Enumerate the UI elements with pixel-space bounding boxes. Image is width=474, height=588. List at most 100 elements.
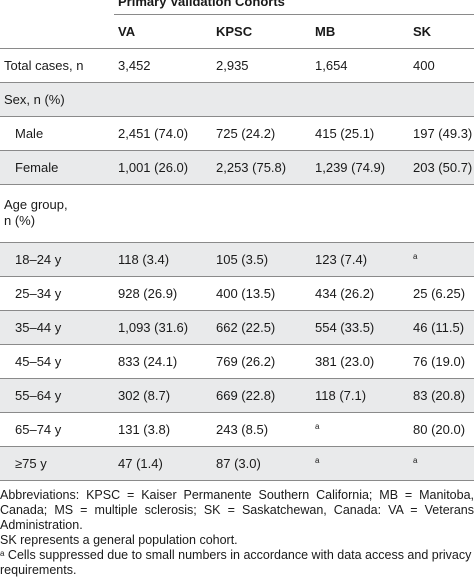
table-row: 45–54 y 833 (24.1) 769 (26.2) 381 (23.0) 76 … — [0, 344, 474, 379]
table-cell: 1,654 — [311, 48, 409, 83]
table-cell: 2,451 (74.0) — [114, 116, 212, 151]
table-cell: 83 (20.8) — [409, 378, 474, 413]
table-cell: 725 (24.2) — [212, 116, 311, 151]
cell-value: 669 (22.8) — [216, 387, 276, 403]
suppression-note-text: Cells suppressed due to small numbers in… — [0, 548, 472, 577]
cell-value: 25 (6.25) — [413, 285, 466, 301]
table-cell: a — [409, 446, 474, 481]
table-cell: 76 (19.0) — [409, 344, 474, 379]
table-cell: 1,239 (74.9) — [311, 150, 409, 185]
table-footnotes: Abbreviations: KPSC = Kaiser Permanente … — [0, 488, 474, 578]
table-cell: 203 (50.7) — [409, 150, 474, 185]
age-group-label: 25–34 y — [0, 276, 114, 311]
cell-value: 381 (23.0) — [315, 353, 375, 369]
cell-value: 118 (7.1) — [315, 387, 367, 403]
table-row: ≥75 y 47 (1.4) 87 (3.0) a a — [0, 446, 474, 481]
male-row: Male 2,451 (74.0) 725 (24.2) 415 (25.1) … — [0, 116, 474, 151]
table-cell: 669 (22.8) — [212, 378, 311, 413]
cell-value: 1,093 (31.6) — [118, 319, 189, 335]
total-cases-row: Total cases, n 3,452 2,935 1,654 400 — [0, 48, 474, 83]
age-section-row: Age group, n (%) — [0, 184, 474, 243]
table-cell: 3,452 — [114, 48, 212, 83]
table-cell: 302 (8.7) — [114, 378, 212, 413]
table-row: 25–34 y 928 (26.9) 400 (13.5) 434 (26.2) 25 … — [0, 276, 474, 311]
cell-value: 47 (1.4) — [118, 455, 163, 471]
table-cell: 118 (7.1) — [311, 378, 409, 413]
female-label: Female — [0, 150, 114, 185]
column-header-blank — [0, 14, 114, 49]
general-population-note: SK represents a general population cohor… — [0, 533, 238, 547]
age-group-label: 65–74 y — [0, 412, 114, 447]
table-cell: 123 (7.4) — [311, 242, 409, 277]
table-cell: 131 (3.8) — [114, 412, 212, 447]
suppressed-marker: a — [315, 421, 320, 431]
table-cell: 833 (24.1) — [114, 344, 212, 379]
table-cell: 928 (26.9) — [114, 276, 212, 311]
age-rows: 18–24 y 118 (3.4) 105 (3.5) 123 (7.4) a 25–34… — [0, 242, 474, 481]
cell-value: 105 (3.5) — [216, 251, 269, 267]
column-header-row: VA KPSC MB SK — [0, 14, 474, 49]
table-cell: 415 (25.1) — [311, 116, 409, 151]
cell-value: 131 (3.8) — [118, 421, 171, 437]
table-cell: 381 (23.0) — [311, 344, 409, 379]
table-cell: 80 (20.0) — [409, 412, 474, 447]
group-header-spacer — [0, 0, 114, 14]
table-cell: a — [311, 412, 409, 447]
table-row: 65–74 y 131 (3.8) 243 (8.5) a 80 (20.0) — [0, 412, 474, 447]
age-group-label: 18–24 y — [0, 242, 114, 277]
table-row: 35–44 y 1,093 (31.6) 662 (22.5) 554 (33.5) 4… — [0, 310, 474, 345]
cell-value: 400 (13.5) — [216, 285, 276, 301]
age-label-line1: Age group, — [4, 197, 68, 212]
table-cell: 105 (3.5) — [212, 242, 311, 277]
table-cell: a — [409, 242, 474, 277]
cell-value: 833 (24.1) — [118, 353, 178, 369]
cell-value: 928 (26.9) — [118, 285, 178, 301]
female-row: Female 1,001 (26.0) 2,253 (75.8) 1,239 (… — [0, 150, 474, 185]
abbreviations-note: Abbreviations: KPSC = Kaiser Permanente … — [0, 488, 474, 532]
cell-value: 83 (20.8) — [413, 387, 466, 403]
table-cell: 2,935 — [212, 48, 311, 83]
table-cell: a — [311, 446, 409, 481]
table-cell: 400 (13.5) — [212, 276, 311, 311]
sex-section-label: Sex, n (%) — [0, 82, 114, 117]
total-cases-label: Total cases, n — [0, 48, 114, 83]
age-group-label: 55–64 y — [0, 378, 114, 413]
cell-value: 243 (8.5) — [216, 421, 269, 437]
suppression-note: a Cells suppressed due to small numbers … — [0, 548, 474, 578]
table-cell: 87 (3.0) — [212, 446, 311, 481]
cell-value: 662 (22.5) — [216, 319, 276, 335]
cell-value: 76 (19.0) — [413, 353, 466, 369]
table-cell: 434 (26.2) — [311, 276, 409, 311]
cell-value: 118 (3.4) — [118, 251, 170, 267]
table-cell: 554 (33.5) — [311, 310, 409, 345]
table-cell: 243 (8.5) — [212, 412, 311, 447]
table-cell: 46 (11.5) — [409, 310, 474, 345]
cell-value: 46 (11.5) — [413, 319, 465, 335]
table-cell: 769 (26.2) — [212, 344, 311, 379]
column-header-kpsc: KPSC — [212, 14, 311, 49]
cell-value: 554 (33.5) — [315, 319, 375, 335]
age-group-label: 35–44 y — [0, 310, 114, 345]
column-header-sk: SK — [409, 14, 474, 49]
table-cell: 1,093 (31.6) — [114, 310, 212, 345]
age-section-label: Age group, n (%) — [0, 184, 114, 243]
group-header-row: Primary Validation Cohorts — [0, 0, 474, 15]
age-label-line2: n (%) — [4, 213, 36, 228]
cell-value: 123 (7.4) — [315, 251, 368, 267]
age-group-label: 45–54 y — [0, 344, 114, 379]
table-row: 55–64 y 302 (8.7) 669 (22.8) 118 (7.1) 83 (2… — [0, 378, 474, 413]
footnote-marker: a — [0, 549, 5, 558]
table-cell: 662 (22.5) — [212, 310, 311, 345]
table-cell: 47 (1.4) — [114, 446, 212, 481]
table-cell: 400 — [409, 48, 474, 83]
table-cell: 118 (3.4) — [114, 242, 212, 277]
validation-cohorts-table: Primary Validation Cohorts VA KPSC MB SK… — [0, 0, 474, 481]
cell-value: 87 (3.0) — [216, 455, 261, 471]
table-cell: 1,001 (26.0) — [114, 150, 212, 185]
table-cell: 197 (49.3) — [409, 116, 474, 151]
column-header-mb: MB — [311, 14, 409, 49]
table-cell: 25 (6.25) — [409, 276, 474, 311]
cell-value: 769 (26.2) — [216, 353, 276, 369]
suppressed-marker: a — [413, 455, 418, 465]
